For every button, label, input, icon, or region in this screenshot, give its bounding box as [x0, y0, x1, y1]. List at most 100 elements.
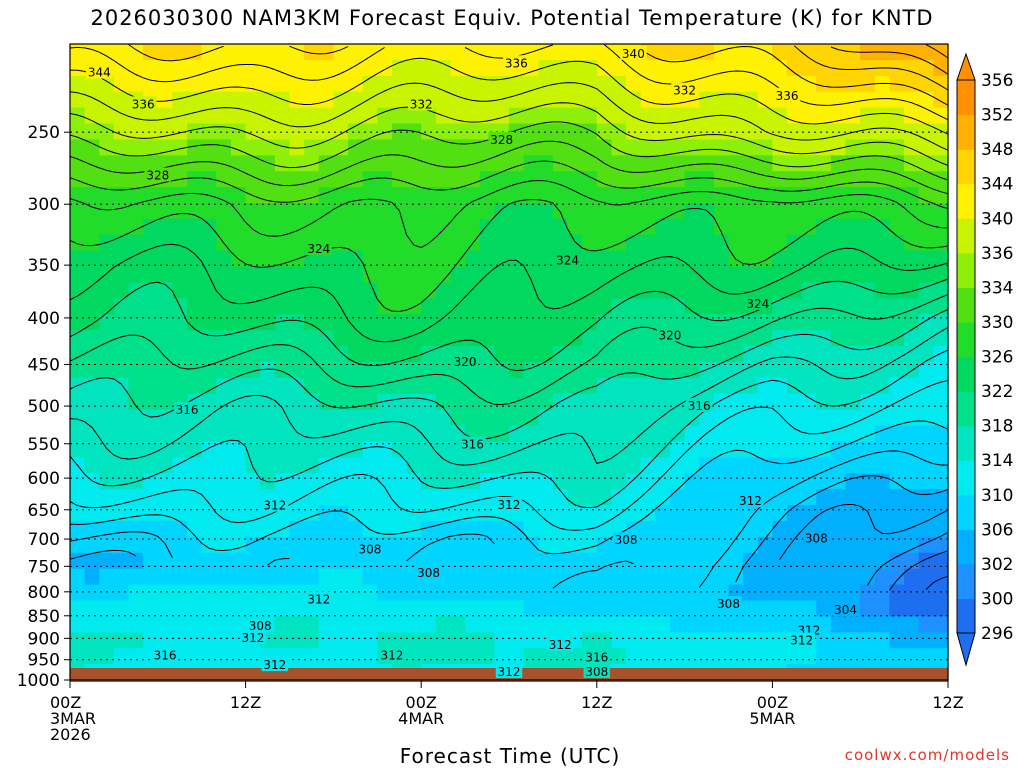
field-cell: [304, 536, 320, 554]
field-cell: [99, 44, 115, 61]
field-cell: [918, 171, 934, 188]
field-cell: [157, 234, 173, 252]
field-cell: [626, 218, 642, 236]
field-cell: [611, 346, 627, 363]
field-cell: [596, 584, 612, 602]
field-cell: [494, 600, 510, 617]
field-cell: [494, 584, 510, 602]
field-cell: [904, 314, 920, 331]
field-cell: [421, 44, 437, 61]
field-cell: [596, 377, 612, 395]
field-cell: [728, 457, 744, 474]
field-cell: [172, 314, 188, 331]
field-cell: [274, 600, 291, 617]
field-cell: [772, 552, 788, 570]
field-cell: [552, 282, 569, 299]
field-cell: [128, 59, 144, 77]
field-cell: [348, 362, 364, 379]
field-cell: [450, 377, 466, 395]
field-cell: [933, 250, 949, 268]
contour-332: [69, 140, 949, 195]
field-cell: [552, 600, 569, 617]
contour-320: [69, 293, 949, 406]
field-cell: [538, 584, 554, 602]
field-cell: [874, 600, 890, 617]
contour-label-bg: [407, 96, 435, 111]
field-cell: [874, 457, 890, 474]
field-cell: [523, 266, 539, 284]
field-cell: [552, 521, 569, 538]
field-cell: [494, 568, 510, 586]
field-cell: [274, 282, 291, 299]
field-cell: [845, 584, 861, 602]
field-cell: [830, 250, 847, 268]
field-cell: [567, 171, 583, 188]
field-cell: [143, 409, 159, 427]
field-cell: [523, 409, 539, 427]
colorbar-label: 310: [981, 486, 1013, 506]
field-cell: [421, 218, 437, 236]
field-cell: [245, 203, 261, 220]
field-cell: [874, 632, 890, 649]
field-cell: [391, 234, 408, 252]
field-cell: [99, 552, 115, 570]
field-cell: [830, 362, 847, 379]
field-cell: [904, 330, 920, 347]
field-cell: [582, 362, 598, 379]
field-cell: [333, 44, 349, 61]
field-cell: [640, 536, 656, 554]
field-cell: [655, 250, 671, 268]
field-cell: [70, 441, 86, 458]
field-cell: [830, 441, 847, 458]
field-cell: [479, 91, 495, 109]
field-cell: [201, 171, 217, 188]
field-cell: [640, 139, 656, 156]
field-cell: [494, 648, 510, 665]
contour-label-bg: [305, 241, 333, 256]
field-cell: [582, 616, 598, 633]
colorbar-label: 306: [981, 520, 1013, 540]
field-cell: [772, 505, 788, 522]
field-cell: [787, 298, 803, 315]
field-cell: [816, 584, 832, 602]
field-cell: [84, 234, 100, 252]
field-cell: [84, 123, 100, 140]
field-cell: [406, 425, 422, 443]
field-cell: [333, 218, 349, 236]
field-cell: [479, 218, 495, 236]
field-cell: [509, 584, 525, 602]
field-cell: [713, 203, 730, 220]
field-cell: [421, 266, 437, 284]
field-cell: [143, 314, 159, 331]
field-cell: [743, 91, 759, 109]
field-cell: [743, 552, 759, 570]
field-cell: [509, 75, 525, 93]
field-cell: [260, 44, 276, 61]
field-cell: [289, 314, 305, 331]
field-cell: [421, 473, 437, 490]
field-cell: [245, 552, 261, 570]
field-cell: [933, 473, 949, 490]
field-cell: [362, 425, 378, 443]
field-cell: [552, 489, 569, 506]
field-cell: [596, 632, 612, 649]
field-cell: [670, 362, 686, 379]
field-cell: [538, 75, 554, 93]
credit-link[interactable]: coolwx.com/models: [844, 746, 1010, 764]
field-cell: [684, 218, 700, 236]
field-cell: [801, 568, 817, 586]
field-cell: [143, 266, 159, 284]
field-cell: [362, 346, 378, 363]
field-cell: [713, 362, 730, 379]
field-cell: [567, 59, 583, 77]
field-cell: [70, 282, 86, 299]
field-cell: [391, 362, 408, 379]
field-cell: [435, 489, 451, 506]
field-cell: [684, 489, 700, 506]
field-cell: [655, 218, 671, 236]
field-cell: [845, 568, 861, 586]
field-cell: [801, 187, 817, 204]
colorbar-segment: [957, 218, 975, 254]
field-cell: [860, 234, 876, 252]
field-cell: [128, 536, 144, 554]
